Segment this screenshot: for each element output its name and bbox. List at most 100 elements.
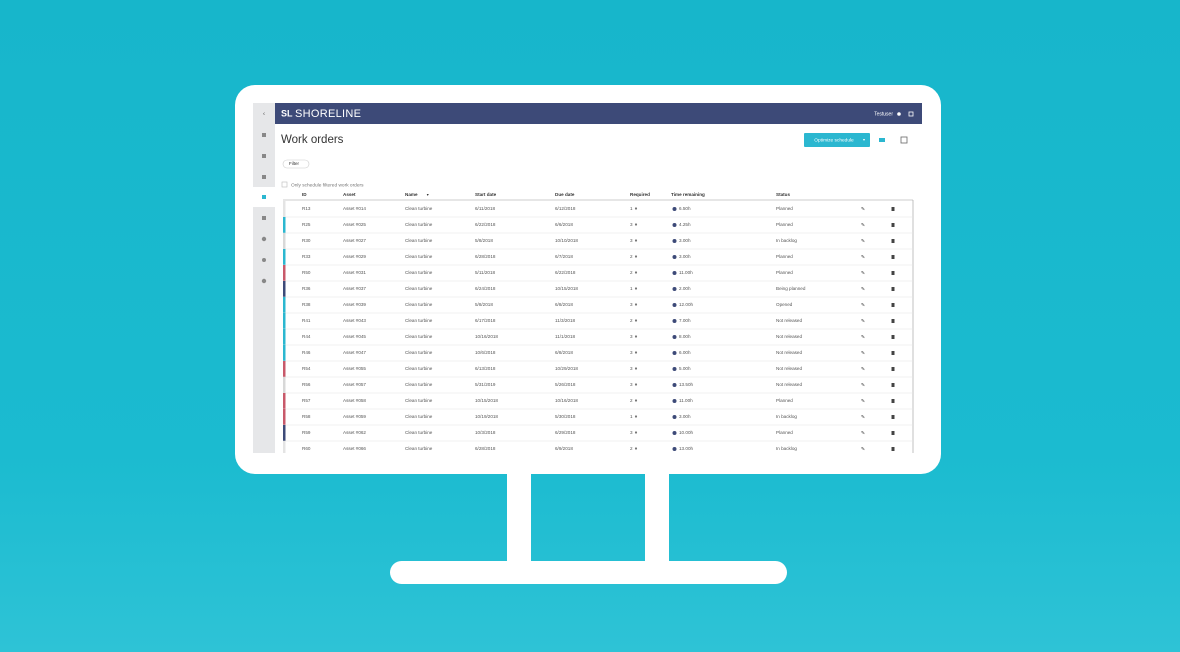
cell: 1: [630, 414, 633, 419]
delete-icon[interactable]: [891, 431, 895, 435]
nav-icon[interactable]: [262, 195, 266, 199]
delete-icon[interactable]: [891, 303, 895, 307]
edit-icon[interactable]: ✎: [861, 382, 865, 388]
cell: 6/6/2018: [555, 222, 573, 227]
cell: Clean turbine: [405, 318, 433, 323]
edit-icon[interactable]: ✎: [861, 430, 865, 436]
column-header: Start date: [475, 192, 497, 197]
checkbox-label[interactable]: Only schedule filtered work orders: [291, 182, 364, 188]
nav-icon[interactable]: [262, 258, 266, 262]
cell: 5/8/2018: [475, 302, 493, 307]
cell: R46: [302, 350, 311, 355]
column-header: Required: [630, 192, 650, 197]
logout-icon[interactable]: [908, 111, 914, 117]
time-dot: [672, 287, 677, 291]
list-view-icon[interactable]: [879, 138, 885, 142]
delete-icon[interactable]: [891, 255, 895, 259]
cell: 10.00h: [679, 430, 693, 435]
row-status-stripe: [283, 233, 286, 249]
time-dot: [672, 431, 677, 435]
edit-icon[interactable]: ✎: [861, 350, 865, 356]
edit-icon[interactable]: ✎: [861, 398, 865, 404]
row-status-stripe: [283, 441, 286, 453]
user-icon[interactable]: [897, 112, 901, 116]
cell: 10/15/2018: [555, 286, 578, 291]
checkbox[interactable]: [281, 181, 288, 188]
edit-icon[interactable]: ✎: [861, 222, 865, 228]
delete-icon[interactable]: [891, 239, 895, 243]
delete-icon[interactable]: [891, 319, 895, 323]
calendar-view-icon[interactable]: [900, 136, 908, 144]
page-title: Work orders: [281, 134, 344, 146]
stand-base: [390, 561, 787, 584]
cell: Clean turbine: [405, 270, 433, 275]
username[interactable]: Testuser: [874, 111, 893, 117]
cell: 10/3/2018: [475, 430, 496, 435]
cell: R30: [302, 238, 311, 243]
cell: Planned: [776, 270, 793, 275]
cell: 7.00h: [679, 318, 691, 323]
cell: 2: [630, 398, 633, 403]
nav-icon[interactable]: [261, 278, 267, 284]
edit-icon[interactable]: ✎: [861, 366, 865, 372]
delete-icon[interactable]: [891, 367, 895, 371]
row-status-stripe: [283, 313, 286, 329]
edit-icon[interactable]: ✎: [861, 318, 865, 324]
time-dot: [672, 271, 677, 275]
delete-icon[interactable]: [891, 223, 895, 227]
sidebar-icons[interactable]: ‹: [261, 112, 267, 284]
cell: 1: [630, 206, 633, 211]
person-icon: [634, 431, 638, 434]
filter-label[interactable]: Filter: [289, 161, 300, 166]
cell: 3: [630, 366, 633, 371]
person-icon: [634, 239, 638, 242]
delete-icon[interactable]: [891, 383, 895, 387]
edit-icon[interactable]: ✎: [861, 206, 865, 212]
dropdown-caret[interactable]: ▾: [863, 137, 865, 142]
cell: 6/17/2018: [475, 318, 496, 323]
delete-icon[interactable]: [891, 415, 895, 419]
delete-icon[interactable]: [891, 351, 895, 355]
edit-icon[interactable]: ✎: [861, 238, 865, 244]
cell: 3.00h: [679, 414, 691, 419]
edit-icon[interactable]: ✎: [861, 270, 865, 276]
edit-icon[interactable]: ✎: [861, 302, 865, 308]
cell: R13: [302, 206, 311, 211]
cell: R54: [302, 366, 311, 371]
nav-icon[interactable]: [262, 175, 266, 179]
cell: Asset #059: [343, 414, 366, 419]
optimize-button-label[interactable]: Optimize schedule: [814, 137, 854, 143]
cell: 2.00h: [679, 286, 691, 291]
nav-icon[interactable]: [262, 216, 266, 220]
edit-icon[interactable]: ✎: [861, 414, 865, 420]
delete-icon[interactable]: [891, 271, 895, 275]
nav-icon[interactable]: [261, 236, 267, 242]
cell: Asset #057: [343, 382, 366, 387]
cell: Planned: [776, 222, 793, 227]
cell: 11.00h: [679, 270, 693, 275]
edit-icon[interactable]: ✎: [861, 446, 865, 452]
nav-icon[interactable]: [262, 133, 266, 137]
optimize-button[interactable]: [804, 133, 870, 147]
cell: Clean turbine: [405, 222, 433, 227]
edit-icon[interactable]: ✎: [861, 254, 865, 260]
edit-icon[interactable]: ✎: [861, 286, 865, 292]
cell: Planned: [776, 206, 793, 211]
edit-icon[interactable]: ✎: [861, 334, 865, 340]
delete-icon[interactable]: [891, 207, 895, 211]
delete-icon[interactable]: [891, 399, 895, 403]
cell: 2: [630, 270, 633, 275]
delete-icon[interactable]: [891, 447, 895, 451]
person-icon: [634, 383, 638, 386]
time-dot: [672, 415, 677, 419]
column-header: Due date: [555, 192, 575, 197]
person-icon: [634, 447, 638, 450]
nav-collapse[interactable]: ‹: [263, 112, 265, 118]
cell: R36: [302, 286, 311, 291]
delete-icon[interactable]: [891, 287, 895, 291]
delete-icon[interactable]: [891, 335, 895, 339]
cell: 6/22/2018: [475, 222, 496, 227]
filter-pill[interactable]: [282, 159, 310, 169]
cell: 3.00h: [679, 254, 691, 259]
nav-icon[interactable]: [262, 154, 266, 158]
